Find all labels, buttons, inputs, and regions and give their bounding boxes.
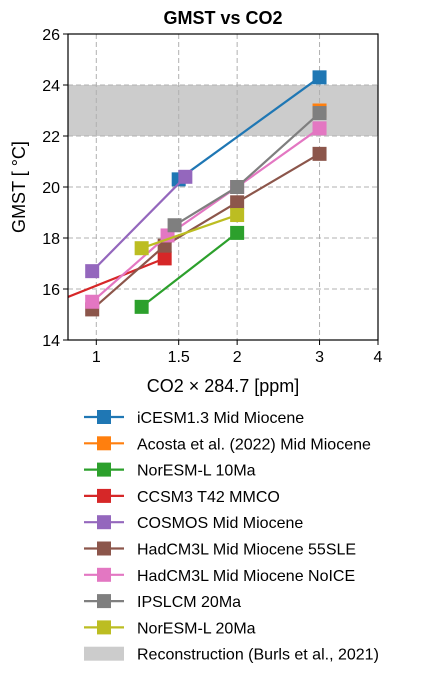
legend-marker xyxy=(97,594,111,609)
legend-label: HadCM3L Mid Miocene NoICE xyxy=(137,568,355,585)
x-tick-label: 1 xyxy=(92,349,101,366)
chart-title: GMST vs CO2 xyxy=(163,8,282,28)
series-line xyxy=(91,152,321,311)
legend-label: NorESM-L 10Ma xyxy=(137,463,256,480)
series-marker xyxy=(178,169,193,184)
series-marker xyxy=(134,299,149,314)
reconstruction-band-layer xyxy=(68,85,378,136)
y-tick-label: 22 xyxy=(42,129,60,146)
legend-label: Acosta et al. (2022) Mid Miocene xyxy=(137,436,371,453)
legend-patch xyxy=(84,646,124,661)
y-tick-label: 26 xyxy=(42,27,60,44)
legend-marker xyxy=(97,620,111,635)
x-tick-label: 1.5 xyxy=(168,349,190,366)
legend-label: NorESM-L 20Ma xyxy=(137,620,256,637)
series-marker xyxy=(167,218,182,233)
legend-label: CCSM3 T42 MMCO xyxy=(137,489,280,506)
series-line xyxy=(141,214,238,250)
series-marker xyxy=(230,195,245,210)
series-line xyxy=(91,127,321,303)
legend-marker xyxy=(97,462,111,477)
series-marker xyxy=(134,241,149,256)
series-marker xyxy=(312,146,327,161)
y-tick-label: 24 xyxy=(42,78,60,95)
reconstruction-band xyxy=(68,85,378,136)
series-marker xyxy=(312,106,327,121)
grid-layer xyxy=(68,34,378,340)
series-marker xyxy=(230,180,245,194)
tick-layer: 1 1.5 2 3 4 14 16 18 20 22 24 26 xyxy=(42,27,382,366)
series-marker xyxy=(312,121,327,136)
x-tick-label: 4 xyxy=(374,349,383,366)
x-tick-label: 2 xyxy=(233,349,242,366)
legend-label: HadCM3L Mid Miocene 55SLE xyxy=(137,542,356,559)
series-marker xyxy=(312,70,327,85)
legend: iCESM1.3 Mid Miocene Acosta et al. (2022)… xyxy=(84,410,379,664)
series-group xyxy=(68,70,327,317)
series-marker xyxy=(85,264,100,279)
x-tick-label: 3 xyxy=(315,349,324,366)
legend-marker xyxy=(97,410,111,424)
legend-marker xyxy=(97,567,111,582)
series-marker xyxy=(85,294,100,309)
legend-label: Reconstruction (Burls et al., 2021) xyxy=(137,647,379,664)
series-line xyxy=(91,176,187,272)
y-tick-label: 16 xyxy=(42,282,60,299)
y-tick-label: 18 xyxy=(42,231,60,248)
legend-marker xyxy=(97,515,111,530)
series-layer xyxy=(68,70,327,317)
legend-label: iCESM1.3 Mid Miocene xyxy=(137,410,304,427)
legend-label: IPSLCM 20Ma xyxy=(137,594,241,611)
legend-label: COSMOS Mid Miocene xyxy=(137,515,303,532)
legend-marker xyxy=(97,436,111,451)
legend-marker xyxy=(97,488,111,503)
series-line xyxy=(140,232,238,308)
x-axis-label: CO2 × 284.7 [ppm] xyxy=(147,376,300,396)
series-marker xyxy=(230,208,245,223)
y-tick-label: 20 xyxy=(42,180,60,197)
series-line xyxy=(178,76,321,181)
y-tick-label: 14 xyxy=(42,333,60,350)
y-axis-label: GMST [ °C] xyxy=(9,141,29,233)
series-marker xyxy=(230,225,245,240)
legend-marker xyxy=(97,541,111,556)
series-marker xyxy=(157,251,172,266)
